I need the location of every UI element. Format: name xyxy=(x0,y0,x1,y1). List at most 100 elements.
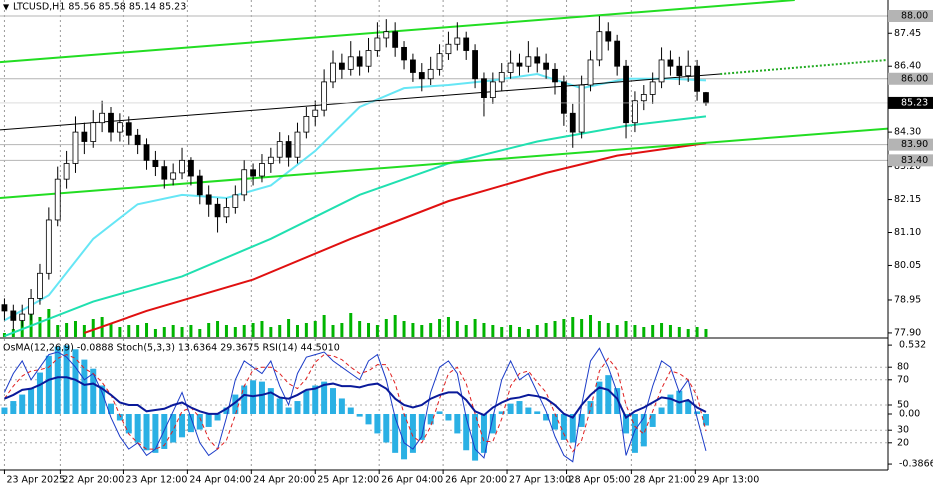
volume-bar xyxy=(207,323,211,337)
candle-body xyxy=(303,116,310,133)
osma-bar xyxy=(658,407,665,414)
candle-body xyxy=(658,59,665,83)
volume-bar xyxy=(526,329,530,337)
volume-bar xyxy=(446,317,450,337)
volume-bar xyxy=(242,325,246,337)
candle-body xyxy=(454,37,461,45)
osma-bar xyxy=(578,414,585,427)
y-tick-label: 83.20 xyxy=(894,161,921,172)
volume-bar xyxy=(438,319,442,337)
volume-bar xyxy=(553,321,557,337)
volume-bar xyxy=(171,325,175,337)
volume-bar xyxy=(127,325,131,337)
osma-bar xyxy=(81,359,88,414)
volume-bar xyxy=(491,325,495,337)
candle-body xyxy=(640,94,647,102)
candle-body xyxy=(401,46,407,61)
candle-body xyxy=(125,122,132,136)
candle-body xyxy=(81,131,88,142)
osma-bar xyxy=(19,394,26,414)
volume-bar xyxy=(287,319,291,337)
price-level-label: 83.90 xyxy=(901,139,928,150)
price-level-box xyxy=(888,154,933,167)
osma-bar xyxy=(623,414,630,434)
candle-body xyxy=(552,68,558,83)
x-tick-label: 23 Apr 12:00 xyxy=(125,475,187,486)
indicator-line xyxy=(4,376,707,420)
osma-bar xyxy=(134,414,141,443)
osma-bar xyxy=(702,414,709,426)
volume-bar xyxy=(509,325,513,337)
candle-body xyxy=(1,304,8,312)
candle-body xyxy=(152,159,159,168)
volume-bar xyxy=(216,321,220,337)
indicator-panel xyxy=(0,339,888,470)
volume-bar xyxy=(118,327,122,337)
osma-bar xyxy=(258,381,265,414)
price-level-box xyxy=(888,138,933,151)
osma-bar xyxy=(179,414,186,438)
y-tick-label: 80 xyxy=(897,362,909,373)
candle-body xyxy=(587,59,594,86)
osma-bar xyxy=(45,355,52,414)
candle-body xyxy=(232,194,239,208)
candle-body xyxy=(321,81,328,111)
osma-bar xyxy=(330,388,336,414)
volume-bar xyxy=(260,321,264,337)
osma-bar xyxy=(649,414,656,427)
osma-bar xyxy=(99,385,106,414)
volume-bar xyxy=(544,323,548,337)
candle-body xyxy=(72,131,79,164)
candle-body xyxy=(694,65,700,92)
trend-line xyxy=(0,127,888,199)
osma-bar xyxy=(605,375,612,414)
osma-bar xyxy=(543,414,550,421)
volume-bar xyxy=(695,327,699,337)
volume-bar xyxy=(198,329,202,337)
volume-bar xyxy=(677,327,681,337)
volume-bar xyxy=(651,325,655,337)
candle-body xyxy=(37,272,43,299)
y2-tick-label: -0.3866 xyxy=(899,459,933,470)
candle-body xyxy=(365,50,372,67)
osma-bar xyxy=(365,414,372,425)
candle-body xyxy=(410,59,416,73)
y-tick-label: 87.45 xyxy=(894,28,921,39)
candle-body xyxy=(250,169,256,177)
osma-bar xyxy=(640,414,647,447)
volume-bar xyxy=(562,319,566,337)
candle-body xyxy=(214,203,221,218)
volume-bar xyxy=(65,323,69,337)
candle-body xyxy=(569,112,576,133)
osma-bar xyxy=(152,414,159,453)
volume-bar xyxy=(313,321,317,337)
volume-bar xyxy=(331,325,335,337)
price-level-label: 88.00 xyxy=(901,11,928,22)
volume-bar xyxy=(322,315,326,337)
chart-title: LTCUSD,H1 85.56 85.58 85.14 85.23 xyxy=(13,2,186,13)
osma-bar xyxy=(596,381,603,414)
volume-bar xyxy=(597,321,601,337)
y-tick-label: 50 xyxy=(897,400,909,411)
osma-bar xyxy=(472,414,479,461)
candle-body xyxy=(28,298,34,315)
osma-bar xyxy=(187,414,194,433)
moving-average xyxy=(4,115,707,337)
candle-body xyxy=(188,159,194,177)
volume-bar xyxy=(251,323,255,337)
menu-arrow[interactable]: ▼ xyxy=(3,3,10,12)
x-tick-label: 25 Apr 12:00 xyxy=(317,475,379,486)
osma-bar xyxy=(489,414,496,434)
candle-body xyxy=(649,81,656,95)
osma-bar xyxy=(525,407,532,414)
candle-body xyxy=(143,144,150,161)
volume-bar xyxy=(145,323,149,337)
last-price-label: 85.23 xyxy=(901,97,928,108)
candle-body xyxy=(560,81,567,114)
volume-bar xyxy=(358,321,362,337)
price-level-box xyxy=(888,10,933,23)
osma-bar xyxy=(516,401,523,414)
candle-body xyxy=(170,172,177,180)
volume-bar xyxy=(420,325,424,337)
